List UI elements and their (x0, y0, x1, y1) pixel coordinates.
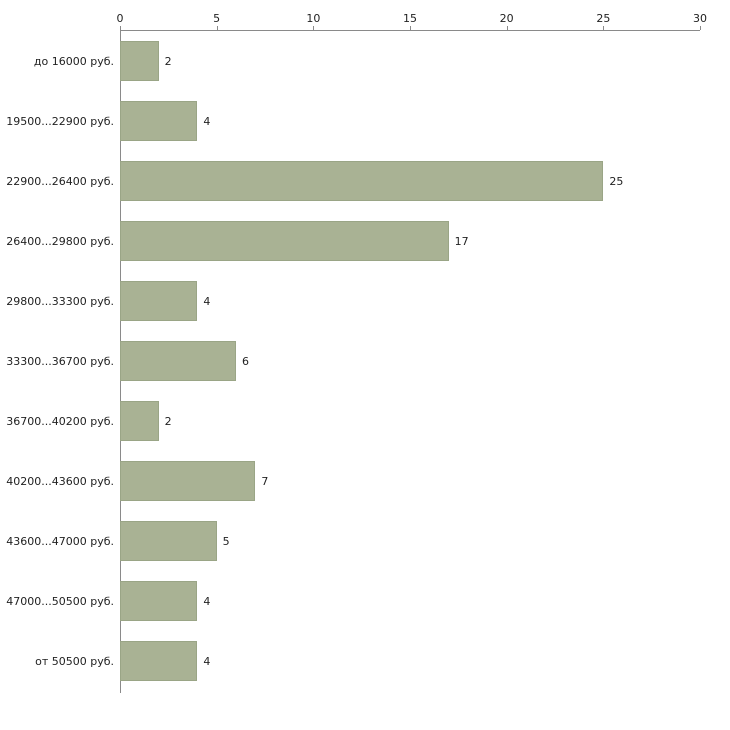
value-label: 7 (261, 474, 269, 488)
x-tick-label: 15 (403, 12, 417, 25)
bar-row: 22900...26400 руб. 25 (0, 151, 700, 211)
bar-row: 29800...33300 руб. 4 (0, 271, 700, 331)
bar (120, 401, 159, 441)
bar (120, 581, 198, 621)
bar-area: 2 (120, 31, 700, 91)
x-tick-label: 25 (596, 12, 611, 25)
bar-row: 43600...47000 руб. 5 (0, 511, 700, 571)
category-label: 36700...40200 руб. (6, 414, 114, 428)
x-tick-label: 10 (306, 12, 321, 25)
bar (120, 161, 604, 201)
x-tick-mark (410, 26, 411, 30)
bar (120, 101, 198, 141)
bar-row: 19500...22900 руб. 4 (0, 91, 700, 151)
bar-area: 25 (120, 151, 700, 211)
bar (120, 281, 198, 321)
value-label: 4 (203, 594, 211, 608)
bar-area: 2 (120, 391, 700, 451)
category-label: 47000...50500 руб. (6, 594, 114, 608)
bar-area: 7 (120, 451, 700, 511)
bar (120, 341, 236, 381)
bar-row: 47000...50500 руб. 4 (0, 571, 700, 631)
value-label: 17 (454, 234, 469, 248)
bar-row: до 16000 руб. 2 (0, 31, 700, 91)
value-label: 4 (203, 294, 211, 308)
category-label: 22900...26400 руб. (6, 174, 114, 188)
bar-area: 4 (120, 631, 700, 691)
category-label: до 16000 руб. (33, 54, 114, 68)
category-label: 43600...47000 руб. (6, 534, 114, 548)
x-tick-mark (216, 26, 218, 30)
bar-row: 40200...43600 руб. 7 (0, 451, 700, 511)
bar-area: 4 (120, 271, 700, 331)
x-tick-mark (700, 26, 701, 30)
value-label: 2 (164, 54, 172, 68)
category-label: 29800...33300 руб. (6, 294, 114, 308)
value-label: 25 (609, 174, 624, 188)
bar-row: 36700...40200 руб. 2 (0, 391, 700, 451)
bar (120, 41, 159, 81)
x-tick-label: 0 (116, 12, 124, 25)
bar-area: 6 (120, 331, 700, 391)
value-label: 4 (203, 654, 211, 668)
value-label: 6 (242, 354, 249, 368)
x-tick-label: 30 (693, 12, 707, 25)
value-label: 4 (203, 114, 211, 128)
x-tick-mark (603, 26, 605, 30)
bar (120, 461, 256, 501)
value-label: 2 (164, 414, 172, 428)
bar-row: 26400...29800 руб. 17 (0, 211, 700, 271)
bar (120, 221, 449, 261)
bar-area: 4 (120, 571, 700, 631)
x-tick-mark (313, 26, 315, 30)
category-label: 19500...22900 руб. (6, 114, 114, 128)
bar (120, 521, 217, 561)
x-tick-mark (120, 26, 121, 30)
x-tick-mark (506, 26, 508, 30)
category-label: от 50500 руб. (35, 654, 114, 668)
category-label: 26400...29800 руб. (6, 234, 114, 248)
bar-rows: до 16000 руб. 2 19500...22900 руб. 4 22900..… (0, 31, 700, 691)
category-label: 40200...43600 руб. (6, 474, 114, 488)
bar-row: от 50500 руб. 4 (0, 631, 700, 691)
bar (120, 641, 198, 681)
bar-row: 33300...36700 руб. 6 (0, 331, 700, 391)
value-label: 5 (222, 534, 230, 548)
bar-area: 5 (120, 511, 700, 571)
category-label: 33300...36700 руб. (6, 354, 114, 368)
x-tick-label: 5 (213, 12, 221, 25)
bar-area: 4 (120, 91, 700, 151)
x-tick-label: 20 (499, 12, 514, 25)
bar-area: 17 (120, 211, 700, 271)
